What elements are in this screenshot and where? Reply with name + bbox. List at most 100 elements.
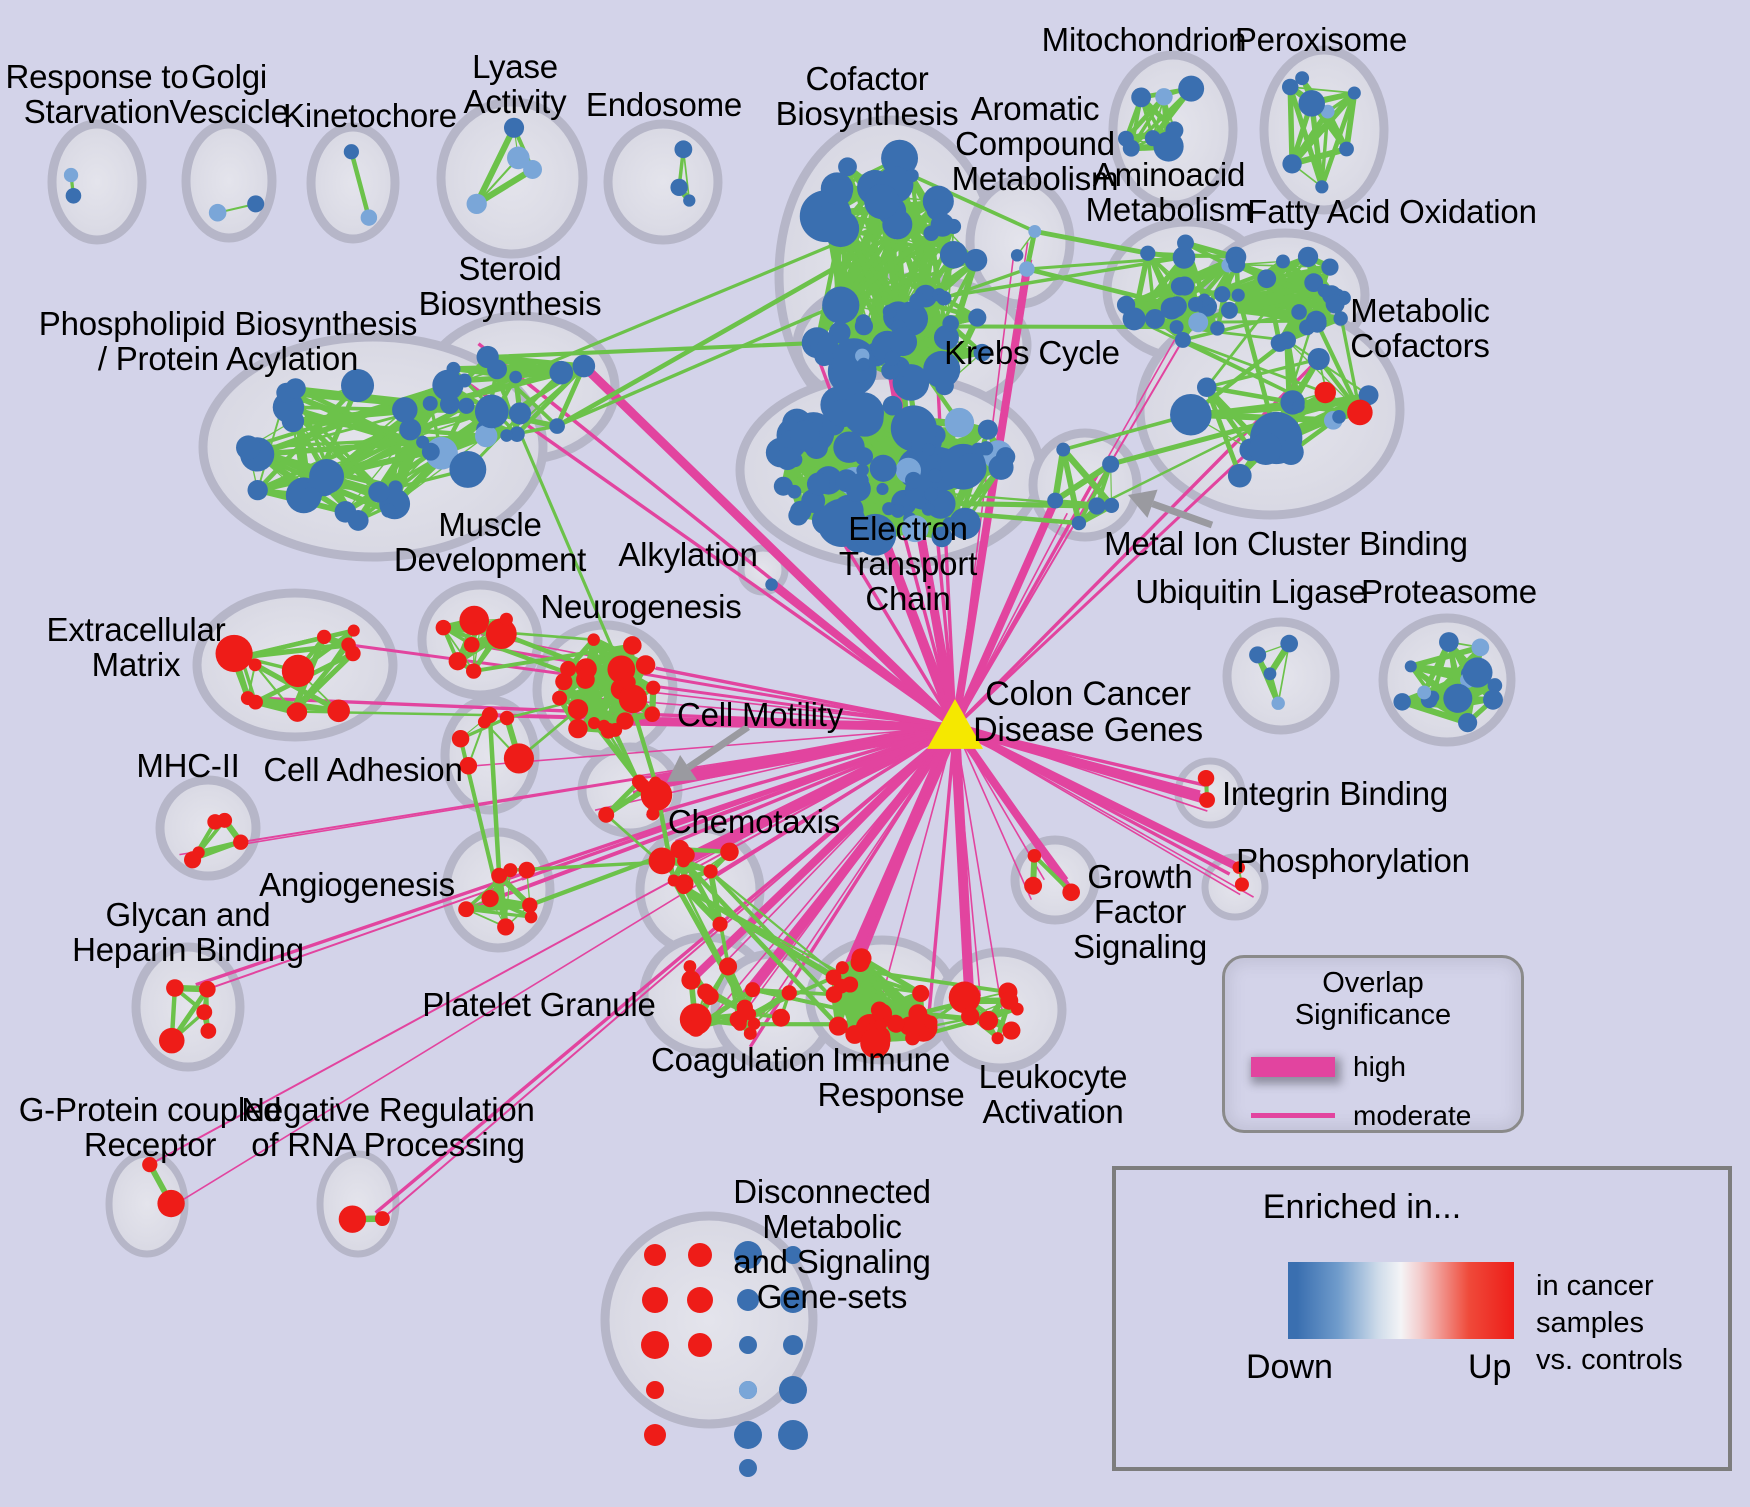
gene-set-node — [1393, 693, 1411, 711]
gene-set-node — [908, 1004, 928, 1024]
overlap-edge-aminoacid-metabolism — [954, 339, 1184, 728]
gene-set-node — [924, 1015, 938, 1030]
gene-set-node — [905, 1030, 920, 1046]
hub-triangle[interactable] — [927, 699, 983, 749]
gene-set-node — [1197, 769, 1215, 787]
gene-set-node — [587, 633, 600, 646]
gene-set-node — [549, 360, 574, 385]
within-edge — [239, 635, 326, 659]
cluster-halo-negative-regulation-of-rna-processing — [316, 1150, 400, 1258]
overlap-edge-thin — [954, 725, 1231, 876]
gene-set-node — [422, 395, 438, 411]
gene-set-node — [1278, 439, 1304, 465]
gene-set-node — [451, 729, 470, 748]
gene-set-node — [549, 418, 565, 434]
gene-set-node — [860, 1028, 891, 1059]
gene-set-node — [872, 1003, 893, 1024]
gene-set-node — [285, 378, 306, 399]
gene-set-node — [158, 1027, 185, 1054]
gene-set-node — [1280, 634, 1299, 653]
overlap-high-swatch — [1251, 1057, 1335, 1077]
gene-set-node — [825, 179, 853, 206]
gene-set-node — [772, 1008, 791, 1027]
gene-set-node — [1315, 180, 1329, 194]
hub-triangle-shape[interactable] — [927, 699, 983, 749]
gene-set-node — [1231, 288, 1245, 302]
gene-set-node — [196, 1004, 213, 1021]
gene-set-node — [1000, 991, 1019, 1010]
gene-set-node — [1234, 877, 1249, 892]
within-edge — [1264, 276, 1282, 346]
gene-set-node — [676, 879, 691, 895]
gene-set-node — [1131, 87, 1152, 108]
gene-set-node — [864, 184, 900, 220]
gene-set-node — [572, 354, 596, 378]
overlap-significance-legend: Overlap Significance high moderate — [1222, 955, 1524, 1133]
gene-set-node — [857, 357, 871, 371]
gene-set-node — [822, 286, 860, 324]
gene-set-node — [928, 468, 943, 483]
gene-set-node — [831, 338, 877, 384]
within-edge — [1052, 461, 1114, 504]
gene-set-node — [374, 1211, 390, 1227]
gene-set-node — [491, 867, 508, 884]
gene-set-node — [327, 699, 350, 723]
gene-set-node — [300, 487, 321, 507]
gene-set-node — [1347, 399, 1373, 426]
gene-set-node — [930, 213, 955, 237]
gene-set-node — [341, 369, 375, 403]
within-edge — [1407, 644, 1484, 670]
gene-set-node — [432, 369, 464, 401]
within-edge — [897, 223, 944, 318]
gene-set-node — [905, 471, 922, 489]
gene-set-node — [703, 864, 718, 879]
gene-set-node — [944, 407, 975, 438]
within-edge — [451, 366, 518, 380]
disconnected-node — [734, 1421, 762, 1449]
annotation-arrows — [667, 489, 1214, 782]
gene-set-node — [635, 655, 656, 675]
gene-set-node — [1140, 245, 1156, 261]
gene-set-node — [63, 167, 79, 183]
disconnected-node — [739, 1381, 757, 1399]
gene-set-node — [347, 624, 360, 637]
overlap-edge-thin — [173, 726, 956, 1206]
cluster-halo-kinetochore — [306, 122, 400, 244]
disconnected-node — [642, 1287, 668, 1313]
disconnected-node — [739, 1336, 757, 1354]
gene-set-node — [481, 889, 499, 908]
within-edge — [801, 432, 982, 454]
gene-set-node — [854, 447, 874, 466]
within-edge — [473, 166, 536, 208]
gene-set-node — [1249, 432, 1282, 465]
gene-set-node — [1317, 283, 1332, 298]
overlap-edge-thin — [954, 512, 1068, 728]
gene-set-node — [552, 690, 568, 706]
arrow-metal-ion-cluster-binding-shaft — [1151, 500, 1214, 529]
gene-set-node — [736, 999, 753, 1017]
overlap-edge-thin — [632, 725, 956, 795]
overlap-edge-thin — [954, 726, 973, 991]
gene-set-node — [199, 980, 216, 998]
disconnected-node — [739, 1459, 757, 1477]
gene-set-node — [842, 976, 859, 993]
gene-set-node — [247, 195, 265, 213]
enrichment-context-label: in cancer samples vs. controls — [1536, 1270, 1683, 1377]
gene-set-node — [233, 834, 249, 850]
cluster-halo-lyase-activity — [436, 97, 588, 259]
within-edge — [1059, 446, 1115, 509]
gene-set-node — [399, 418, 422, 441]
gene-set-node — [458, 901, 475, 918]
inter-cluster-edge — [487, 712, 502, 878]
enrichment-down-label: Down — [1246, 1348, 1333, 1386]
within-edge — [1051, 446, 1067, 504]
gene-set-node — [640, 779, 673, 811]
gene-set-node — [1281, 78, 1299, 96]
gene-set-node — [1278, 331, 1296, 350]
gene-set-node — [1307, 347, 1330, 371]
gene-set-node — [1047, 492, 1064, 509]
gene-set-node — [670, 178, 688, 197]
gene-set-node — [248, 694, 263, 710]
gene-set-node — [825, 969, 842, 986]
disconnected-node — [688, 1243, 712, 1267]
